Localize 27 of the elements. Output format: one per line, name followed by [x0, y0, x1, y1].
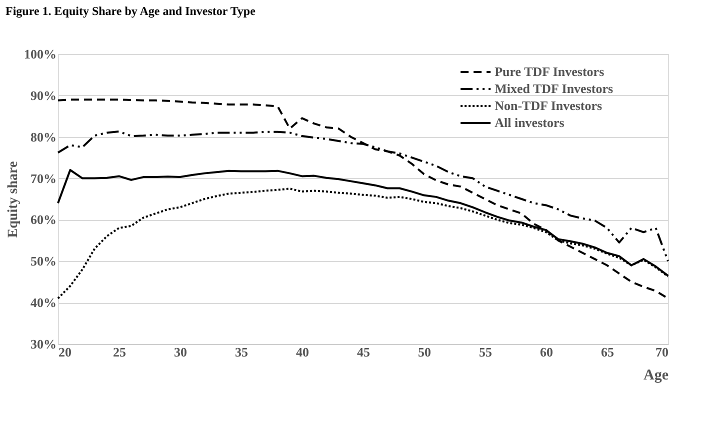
legend-label: Non-TDF Investors	[494, 98, 602, 113]
y-tick-label: 80%	[30, 129, 56, 144]
y-tick-label: 70%	[30, 170, 56, 186]
y-tick-label: 60%	[30, 212, 56, 228]
y-tick-label: 50%	[30, 254, 56, 269]
x-tick-label: 40	[296, 344, 309, 360]
x-tick-label: 55	[479, 344, 492, 360]
x-tick-label: 20	[58, 344, 72, 360]
x-tick-label: 50	[418, 344, 431, 360]
x-tick-label: 45	[357, 344, 370, 360]
x-tick-label: 25	[113, 344, 126, 360]
y-tick-label: 30%	[30, 336, 56, 352]
x-axis-title: Age	[644, 368, 669, 384]
line-series	[57, 98, 669, 300]
x-tick-label: 35	[235, 344, 248, 360]
x-tick-label: 70	[656, 344, 668, 360]
x-tick-label: 65	[601, 344, 614, 360]
chart-title: Figure 1. Equity Share by Age and Investor Type	[6, 4, 256, 18]
y-tick-label: 100%	[24, 46, 56, 62]
legend-label: Mixed TDF Investors	[494, 81, 614, 96]
x-tick-label: 30	[174, 344, 187, 360]
legend-label: All investors	[494, 115, 564, 130]
y-axis-title: Equity share	[6, 161, 21, 238]
x-tick-label: 60	[540, 344, 553, 360]
y-tick-label: 40%	[30, 295, 56, 310]
legend-label: Pure TDF Investors	[494, 64, 604, 79]
y-tick-label: 90%	[30, 88, 56, 103]
